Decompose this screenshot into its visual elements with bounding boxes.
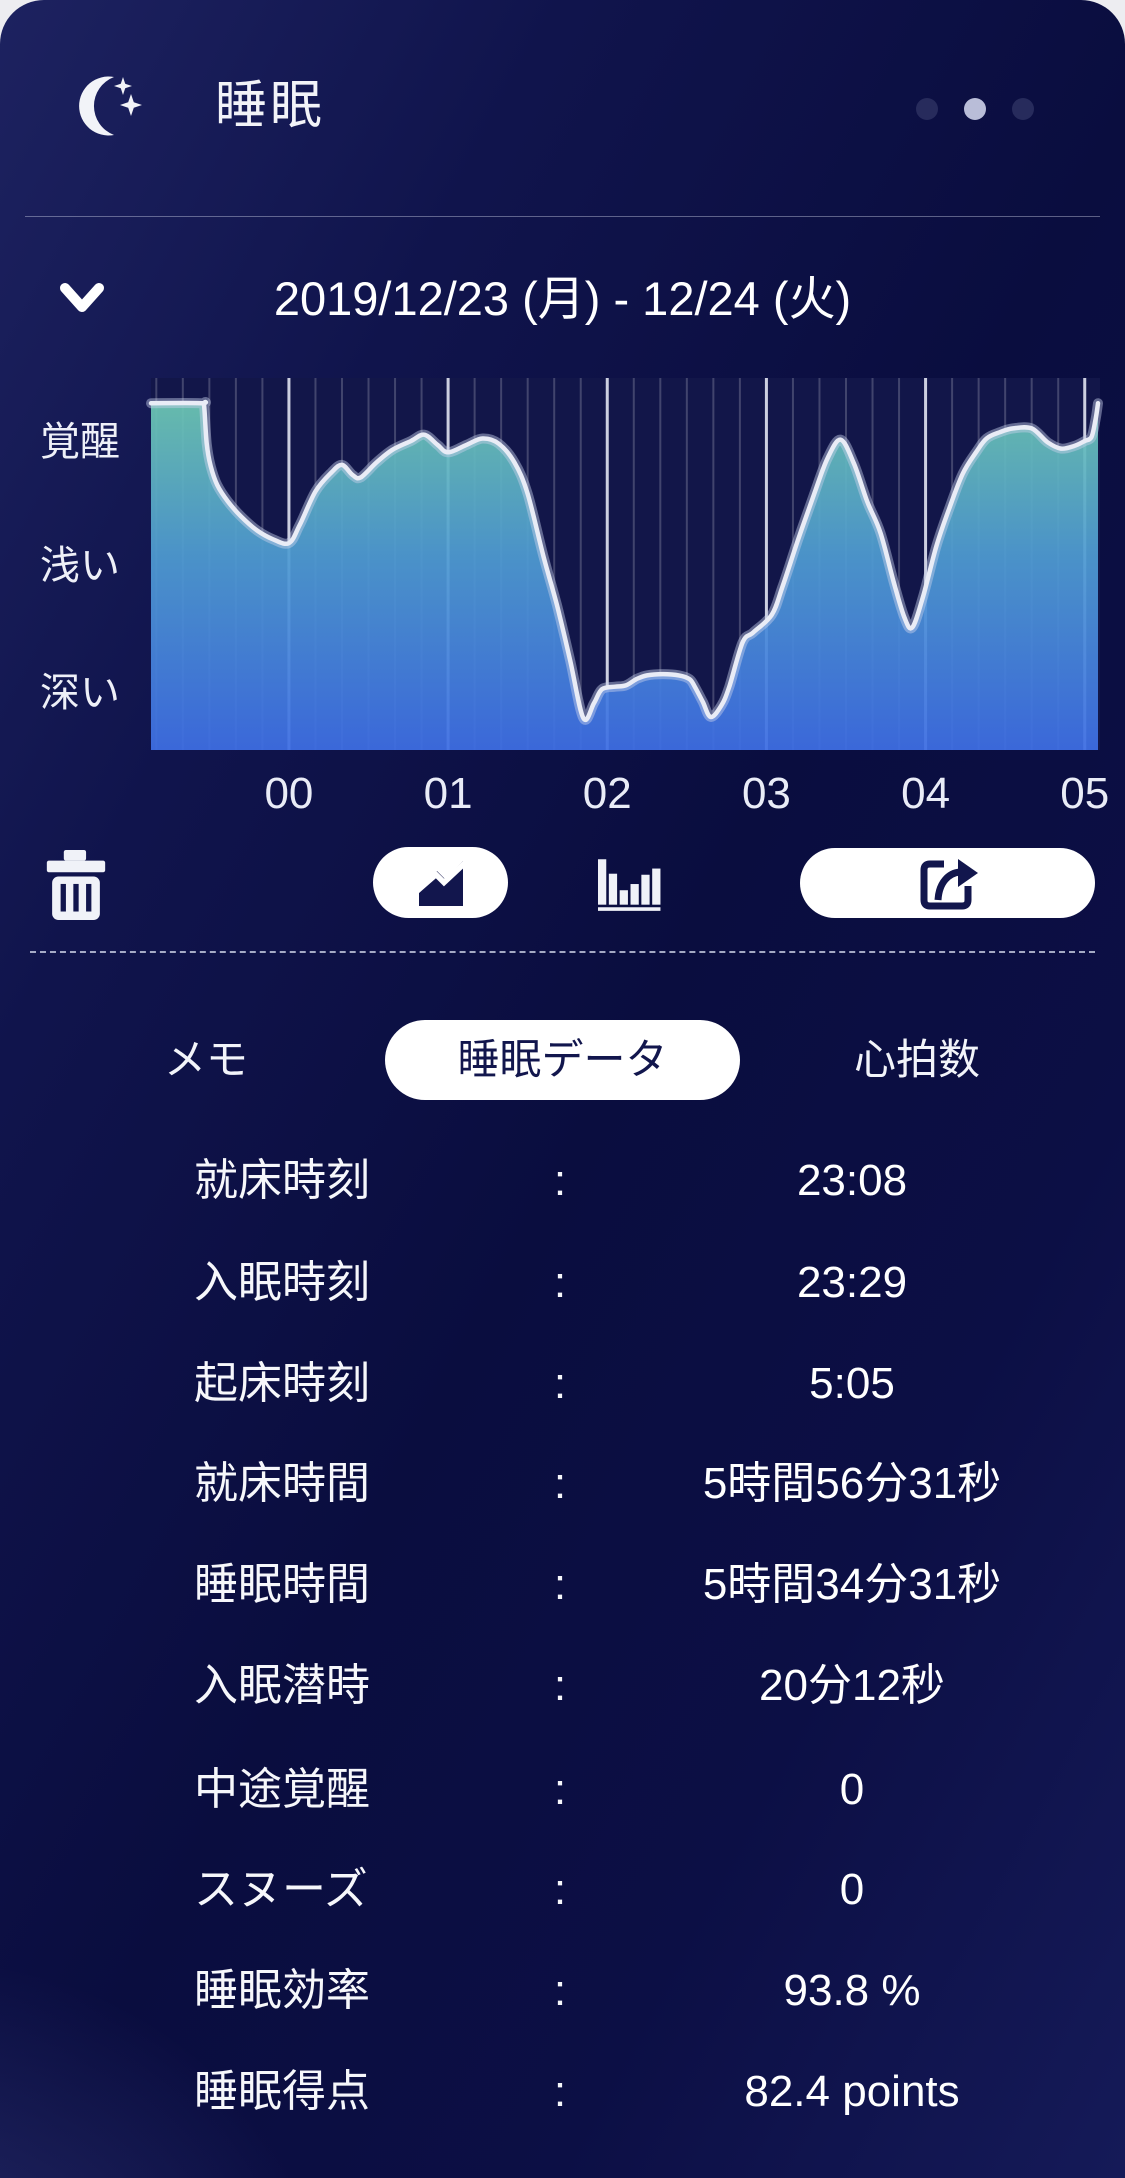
stat-separator: : <box>553 1258 567 1307</box>
stat-value: 20分12秒 <box>759 1661 945 1710</box>
tab-heart-rate[interactable]: 心拍数 <box>853 1036 980 1083</box>
page-dot-active[interactable] <box>964 98 986 120</box>
stat-row: 睡眠効率 : 93.8 % <box>0 1963 1125 2019</box>
stat-separator: : <box>553 1966 567 2015</box>
stat-separator: : <box>553 1865 567 1914</box>
stat-separator: : <box>553 1359 567 1408</box>
share-icon <box>920 859 978 910</box>
stat-value: 0 <box>839 1765 865 1814</box>
stat-row: スヌーズ : 0 <box>0 1862 1125 1918</box>
stat-row: 就床時間 : 5時間56分31秒 <box>0 1456 1125 1512</box>
stat-row: 起床時刻 : 5:05 <box>0 1356 1125 1412</box>
stat-label: 就床時間 <box>194 1459 370 1508</box>
x-tick-label: 02 <box>583 769 632 818</box>
stat-value: 5時間56分31秒 <box>702 1459 1002 1508</box>
stat-row: 入眠時刻 : 23:29 <box>0 1255 1125 1311</box>
stat-row: 就床時刻 : 23:08 <box>0 1153 1125 1209</box>
stat-value: 0 <box>839 1865 865 1914</box>
x-tick-label: 04 <box>901 769 950 818</box>
stat-label: 入眠時刻 <box>194 1258 370 1307</box>
x-tick-label: 00 <box>264 769 313 818</box>
date-range-label[interactable]: 2019/12/23 (月) - 12/24 (火) <box>273 272 852 325</box>
header-divider <box>25 216 1100 217</box>
stat-separator: : <box>553 1459 567 1508</box>
stat-value: 5時間34分31秒 <box>702 1560 1002 1609</box>
line-chart-icon <box>413 859 468 906</box>
stat-row: 睡眠時間 : 5時間34分31秒 <box>0 1557 1125 1613</box>
sleep-stage-line <box>148 399 1101 723</box>
page-dot[interactable] <box>1012 98 1034 120</box>
page-dot[interactable] <box>916 98 938 120</box>
stat-value: 93.8 % <box>783 1966 921 2015</box>
stat-separator: : <box>553 1560 567 1609</box>
stat-label: スヌーズ <box>194 1865 368 1914</box>
x-tick-label: 01 <box>424 769 473 818</box>
trash-icon[interactable] <box>44 850 108 920</box>
chevron-down-icon[interactable] <box>58 280 106 316</box>
tab-sleep-data-selected[interactable]: 睡眠データ <box>385 1020 740 1100</box>
tab-sleep-data-label: 睡眠データ <box>457 1036 668 1083</box>
stat-value: 5:05 <box>809 1359 895 1408</box>
stat-row: 中途覚醒 : 0 <box>0 1762 1125 1818</box>
stat-label: 起床時刻 <box>194 1359 370 1408</box>
y-label-deep: 深い <box>40 671 120 715</box>
stat-separator: : <box>553 1156 567 1205</box>
sleep-stage-chart: 00 01 02 03 04 05 <box>146 378 1109 818</box>
moon-icon <box>79 76 142 136</box>
tab-memo[interactable]: メモ <box>163 1036 248 1083</box>
stat-separator: : <box>553 1661 567 1710</box>
line-chart-view-button[interactable] <box>373 847 508 918</box>
y-label-light: 浅い <box>40 544 120 588</box>
stat-value: 23:29 <box>796 1258 908 1307</box>
page-title: 睡眠 <box>215 77 326 135</box>
y-label-awake: 覚醒 <box>40 420 120 464</box>
stat-value: 23:08 <box>796 1156 908 1205</box>
stat-row: 入眠潜時 : 20分12秒 <box>0 1658 1125 1714</box>
stat-value: 82.4 points <box>744 2067 960 2116</box>
stat-separator: : <box>553 2067 567 2116</box>
stat-label: 就床時刻 <box>194 1156 370 1205</box>
stat-label: 睡眠得点 <box>194 2067 370 2116</box>
dashed-divider <box>30 951 1095 953</box>
x-tick-label: 03 <box>742 769 791 818</box>
stat-label: 睡眠時間 <box>194 1560 370 1609</box>
stat-separator: : <box>553 1765 567 1814</box>
share-button[interactable] <box>800 848 1095 918</box>
stat-row: 睡眠得点 : 82.4 points <box>0 2064 1125 2120</box>
stat-label: 睡眠効率 <box>194 1966 370 2015</box>
x-tick-label: 05 <box>1060 769 1109 818</box>
bar-chart-view-button[interactable] <box>598 855 662 911</box>
stat-label: 中途覚醒 <box>194 1765 370 1814</box>
stat-label: 入眠潜時 <box>194 1661 370 1710</box>
